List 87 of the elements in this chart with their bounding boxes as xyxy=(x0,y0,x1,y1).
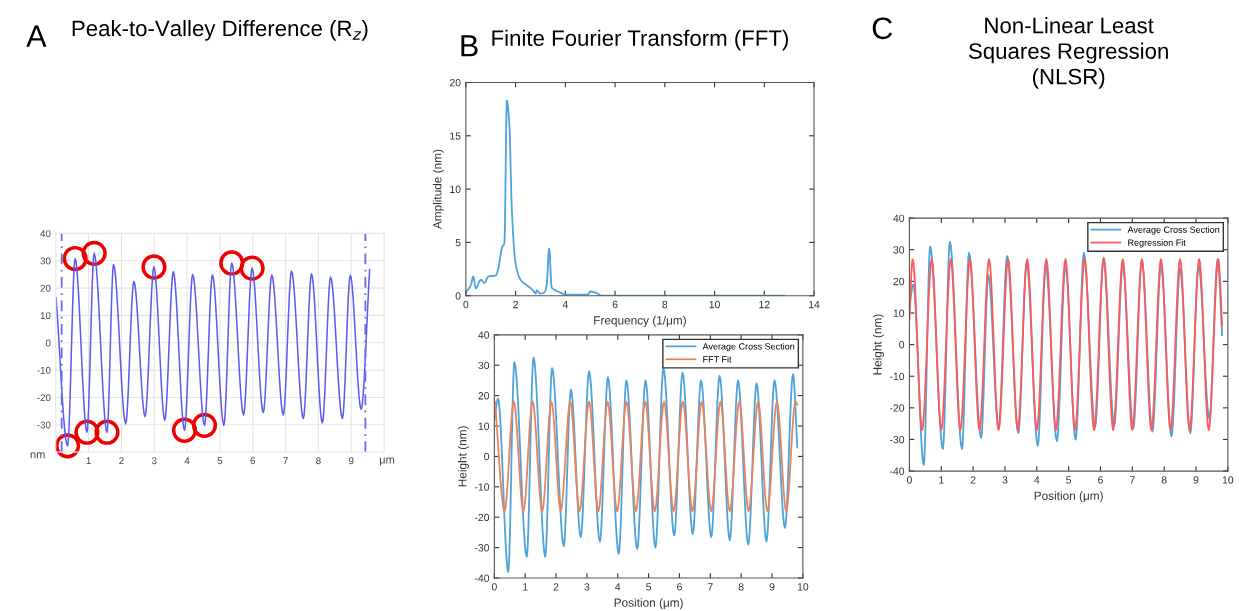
legend-label: Regression Fit xyxy=(1128,239,1186,248)
x-tick-label: 0 xyxy=(491,583,497,591)
x-tick-label: 3 xyxy=(584,583,590,591)
y-tick-label: 10 xyxy=(40,312,51,320)
y-tick-label: -40 xyxy=(474,574,490,582)
x-axis-title: μm xyxy=(379,457,395,466)
x-tick-label: 5 xyxy=(1066,476,1072,484)
legend-label: Average Cross Section xyxy=(1127,226,1220,235)
y-tick-label: 0 xyxy=(899,341,905,349)
y-axis-title: Height (nm) xyxy=(457,426,469,487)
x-tick-label: 8 xyxy=(316,457,321,465)
y-tick-label: -30 xyxy=(889,435,905,444)
legend-label: Average Cross Section xyxy=(702,342,795,352)
x-tick-label: 7 xyxy=(283,457,288,465)
x-tick-label: 9 xyxy=(1193,476,1199,484)
y-tick-label: -30 xyxy=(474,544,490,552)
y-tick-label: 40 xyxy=(893,214,905,222)
x-axis-title: Frequency (1/μm) xyxy=(594,315,686,327)
x-tick-label: 1 xyxy=(523,583,528,591)
x-tick-label: 12 xyxy=(759,300,770,309)
y-tick-label: 30 xyxy=(478,361,490,370)
x-tick-label: 7 xyxy=(707,583,713,591)
y-tick-label: 30 xyxy=(893,246,905,254)
x-tick-label: 9 xyxy=(769,583,775,591)
x-tick-label: 6 xyxy=(1098,476,1103,484)
y-tick-label: -10 xyxy=(889,372,905,381)
text: A xyxy=(26,25,47,47)
x-tick-label: 6 xyxy=(677,583,682,591)
y-tick-label: 20 xyxy=(893,277,905,286)
x-tick-label: 2 xyxy=(553,583,559,591)
x-tick-label: 0 xyxy=(463,300,469,309)
x-tick-label: 6 xyxy=(250,457,256,465)
y-tick-label: -30 xyxy=(37,421,51,429)
y-tick-label: -10 xyxy=(37,366,51,374)
x-tick-label: 9 xyxy=(349,457,354,465)
y-tick-label: 30 xyxy=(40,257,51,265)
chart-title: Finite Fourier Transform (FFT) xyxy=(492,29,788,51)
x-tick-label: 2 xyxy=(970,476,976,484)
x-tick-label: 6 xyxy=(612,300,618,309)
x-tick-label: 0 xyxy=(906,476,912,484)
y-axis-title: nm xyxy=(30,452,45,459)
x-tick-label: 1 xyxy=(939,476,944,484)
x-tick-label: 4 xyxy=(1034,476,1040,484)
text: C xyxy=(872,17,893,40)
y-tick-label: -10 xyxy=(474,483,490,491)
y-tick-label: 10 xyxy=(478,422,490,430)
x-tick-label: 5 xyxy=(646,583,652,591)
x-tick-label: 4 xyxy=(615,583,621,591)
x-tick-label: 8 xyxy=(662,300,668,309)
text: B xyxy=(461,35,478,57)
y-tick-label: -40 xyxy=(889,467,905,475)
y-tick-label: 40 xyxy=(40,230,51,238)
y-tick-label: -20 xyxy=(474,513,490,522)
x-tick-label: 2 xyxy=(119,457,124,465)
x-axis-title: Position (μm) xyxy=(614,598,683,610)
x-tick-label: 10 xyxy=(797,583,809,591)
chart-title: Non-Linear Least Squares Regression (NLSR) xyxy=(968,17,1168,89)
x-tick-label: 4 xyxy=(562,300,568,309)
x-tick-label: 5 xyxy=(217,457,223,465)
y-tick-label: 0 xyxy=(455,292,461,300)
y-tick-label: 20 xyxy=(40,284,51,292)
y-tick-label: 15 xyxy=(450,132,461,140)
x-tick-label: 1 xyxy=(86,457,91,465)
x-tick-label: 8 xyxy=(738,583,744,591)
x-tick-label: 3 xyxy=(1002,476,1008,484)
chart-title: Peak-to-Valley Difference (R$_{z}$) xyxy=(72,19,368,41)
y-tick-label: -20 xyxy=(889,404,905,412)
x-tick-label: 10 xyxy=(709,300,720,309)
y-tick-label: 20 xyxy=(478,392,490,400)
y-tick-label: 20 xyxy=(449,78,461,87)
x-tick-label: 10 xyxy=(1222,476,1234,484)
y-tick-label: 10 xyxy=(893,309,905,317)
x-tick-label: 2 xyxy=(513,300,518,309)
y-tick-label: 0 xyxy=(45,339,51,347)
y-tick-label: 40 xyxy=(478,331,490,339)
y-tick-label: -20 xyxy=(37,394,51,402)
x-tick-label: 4 xyxy=(184,457,190,465)
y-tick-label: 5 xyxy=(455,239,461,247)
x-axis-title: Position (μm) xyxy=(1034,491,1103,503)
legend-label: FFT Fit xyxy=(703,355,732,363)
x-tick-label: 7 xyxy=(1129,476,1135,484)
x-tick-label: 3 xyxy=(151,457,157,465)
x-tick-label: 8 xyxy=(1161,476,1167,484)
x-tick-label: 14 xyxy=(809,300,820,309)
y-axis-title: Amplitude (nm) xyxy=(432,149,444,230)
y-tick-label: 10 xyxy=(450,185,461,193)
y-axis-title: Height (nm) xyxy=(872,314,884,375)
